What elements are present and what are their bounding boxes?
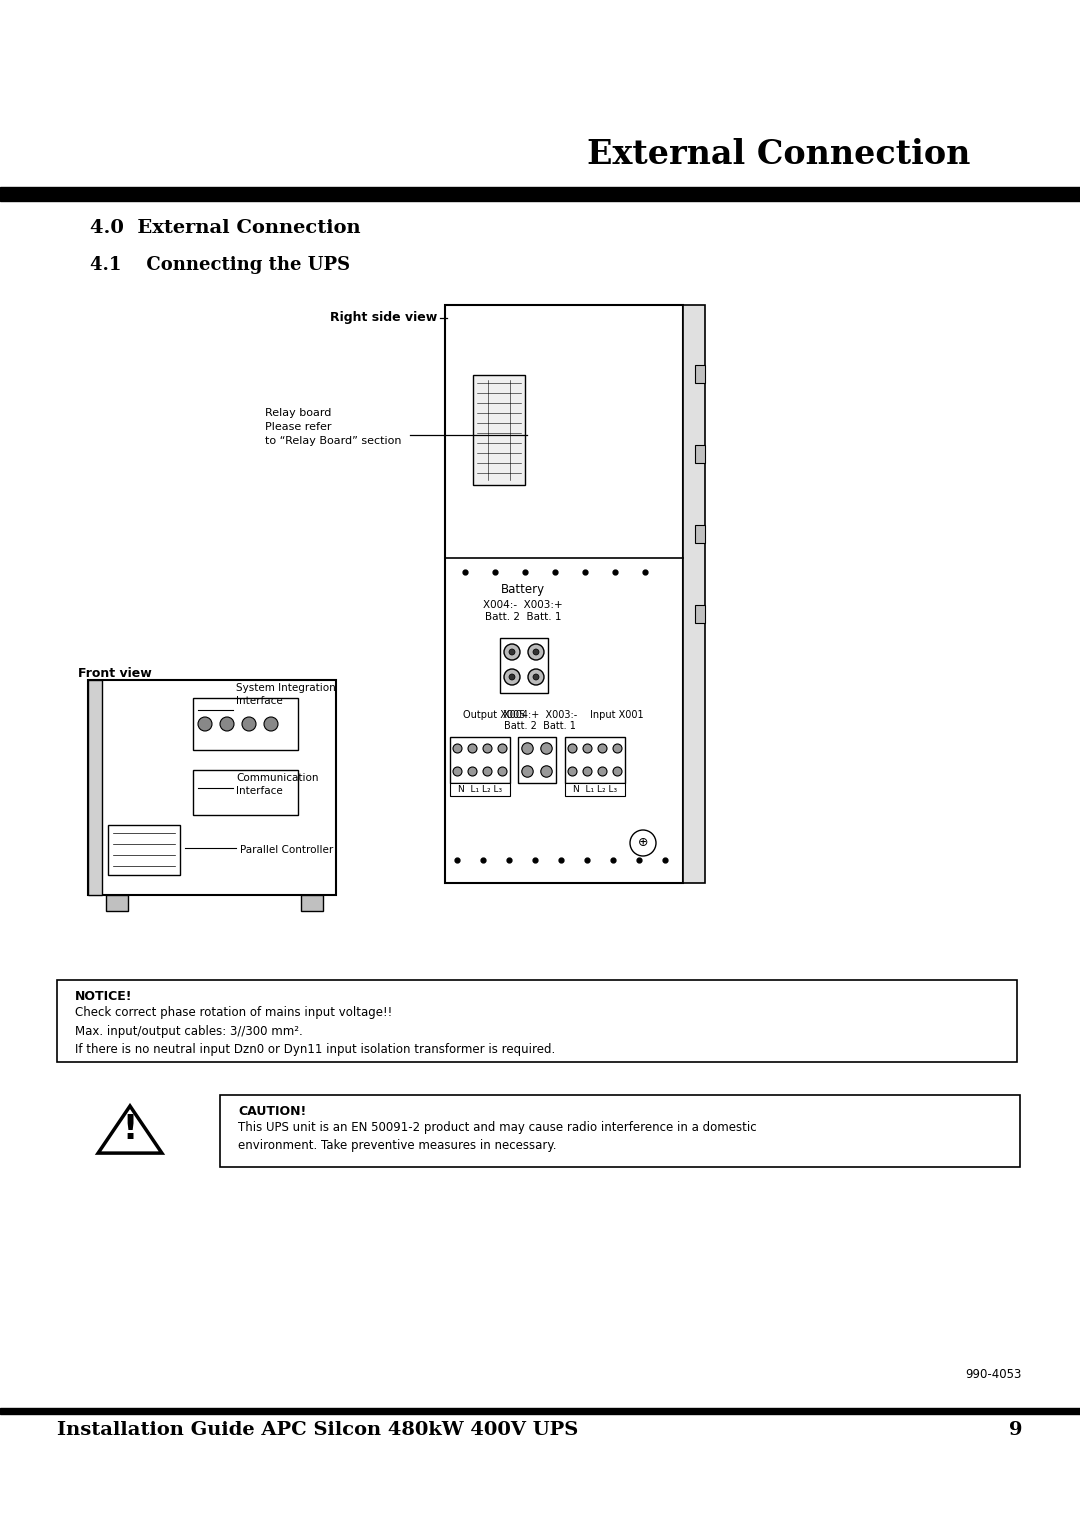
Text: This UPS unit is an EN 50091-2 product and may cause radio interference in a dom: This UPS unit is an EN 50091-2 product a… [238,1122,757,1152]
Text: 990-4053: 990-4053 [966,1369,1022,1381]
Bar [0,194,1080,202]
Circle shape [468,744,477,753]
Circle shape [541,743,552,755]
Text: ⊕: ⊕ [638,836,648,850]
Circle shape [453,767,462,776]
Text: 4.1    Connecting the UPS: 4.1 Connecting the UPS [90,257,350,274]
Circle shape [242,717,256,730]
Text: Right side view: Right side view [329,312,437,324]
Text: 4.0  External Connection: 4.0 External Connection [90,219,361,237]
Circle shape [613,767,622,776]
Circle shape [534,674,539,680]
Circle shape [483,744,492,753]
Circle shape [541,766,552,778]
Text: Communication
Interface: Communication Interface [237,773,319,796]
Bar [193,770,298,814]
Bar [696,605,705,623]
Circle shape [613,744,622,753]
Text: Battery: Battery [501,584,545,596]
Bar [0,186,1080,194]
Text: X004:+  X003:-: X004:+ X003:- [503,711,577,720]
Bar [301,895,323,911]
Text: 9: 9 [1010,1421,1023,1439]
Circle shape [198,717,212,730]
Circle shape [528,669,544,685]
Circle shape [498,744,507,753]
Text: NOTICE!: NOTICE! [75,990,133,1002]
Text: X004:-  X003:+: X004:- X003:+ [483,601,563,610]
Circle shape [598,744,607,753]
Circle shape [509,649,515,656]
Circle shape [220,717,234,730]
Text: Installation Guide APC Silcon 480kW 400V UPS: Installation Guide APC Silcon 480kW 400V… [57,1421,578,1439]
Bar [108,825,180,876]
Bar [565,782,625,796]
Text: N  L₁ L₂ L₃: N L₁ L₂ L₃ [458,784,502,793]
Bar [87,680,102,895]
Bar [696,365,705,384]
Bar [450,736,510,782]
Circle shape [630,830,656,856]
Bar [220,1096,1020,1167]
Text: Parallel Controller: Parallel Controller [240,845,334,856]
Circle shape [509,674,515,680]
Circle shape [522,766,534,778]
Circle shape [568,767,577,776]
Bar [445,306,683,883]
Circle shape [468,767,477,776]
Bar [450,782,510,796]
Circle shape [528,643,544,660]
Text: Batt. 2  Batt. 1: Batt. 2 Batt. 1 [504,721,576,730]
Text: Batt. 2  Batt. 1: Batt. 2 Batt. 1 [485,613,562,622]
Bar [565,736,625,782]
Circle shape [453,744,462,753]
Bar [87,680,336,895]
Circle shape [583,744,592,753]
Text: External Connection: External Connection [586,139,970,171]
Circle shape [483,767,492,776]
Bar [57,979,1017,1062]
Bar [696,445,705,463]
Circle shape [504,669,519,685]
Circle shape [534,649,539,656]
Text: Check correct phase rotation of mains input voltage!!
Max. input/output cables: : Check correct phase rotation of mains in… [75,1005,555,1056]
Bar [193,698,298,750]
Bar [473,374,525,484]
Polygon shape [98,1106,162,1154]
Circle shape [598,767,607,776]
Bar [106,895,129,911]
Text: CAUTION!: CAUTION! [238,1105,307,1118]
Text: Output X005: Output X005 [463,711,525,720]
Bar [500,639,548,694]
Bar [518,736,556,782]
Bar [0,1407,1080,1413]
Circle shape [264,717,278,730]
Circle shape [583,767,592,776]
Circle shape [498,767,507,776]
Bar [696,526,705,542]
Text: N  L₁ L₂ L₃: N L₁ L₂ L₃ [572,784,617,793]
Circle shape [504,643,519,660]
Circle shape [568,744,577,753]
Text: Front view: Front view [78,668,152,680]
Circle shape [522,743,534,755]
Text: Relay board
Please refer
to “Relay Board” section: Relay board Please refer to “Relay Board… [265,408,402,446]
Text: System Integration
Interface: System Integration Interface [237,683,336,706]
Text: Input X001: Input X001 [590,711,644,720]
Bar [683,306,705,883]
Text: !: ! [122,1114,137,1146]
